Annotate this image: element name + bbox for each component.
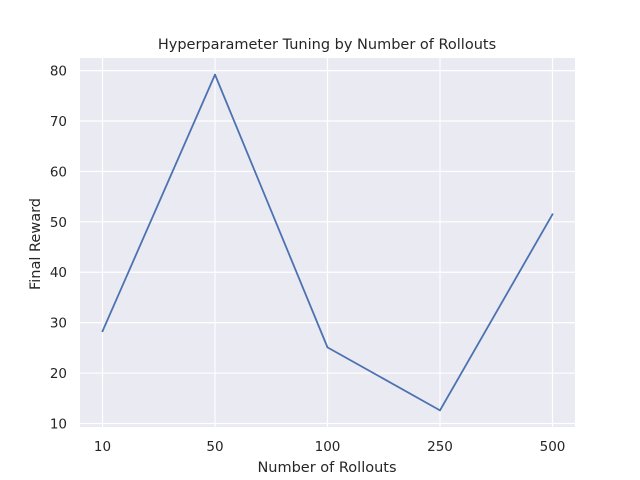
data-point: [439, 409, 441, 412]
data-point: [326, 346, 329, 349]
chart-title: Hyperparameter Tuning by Number of Rollo…: [158, 37, 496, 53]
y-tick-label: 40: [50, 265, 67, 281]
y-axis-label: Final Reward: [28, 198, 44, 290]
x-axis-label: Number of Rollouts: [257, 460, 396, 476]
y-tick-label: 20: [50, 366, 67, 382]
x-tick-label: 250: [427, 439, 453, 455]
x-tick-labels: 10 50 100 250 500: [94, 439, 565, 455]
x-gridlines: [101, 58, 554, 427]
x-tick-label: 500: [540, 439, 566, 455]
series-layer: [101, 73, 554, 412]
y-tick-label: 80: [50, 64, 67, 80]
x-tick-label: 50: [206, 439, 223, 455]
y-tick-label: 60: [50, 164, 67, 180]
y-tick-label: 50: [50, 215, 67, 231]
y-tick-label: 70: [50, 114, 67, 130]
x-tick-label: 10: [94, 439, 111, 455]
y-tick-labels: 10 20 30 40 50 60 70 80: [50, 64, 67, 433]
data-point: [214, 73, 216, 76]
y-tick-label: 30: [50, 316, 67, 332]
data-point: [551, 213, 554, 216]
data-point: [101, 330, 104, 333]
y-tick-label: 10: [50, 416, 67, 432]
x-tick-label: 100: [315, 439, 341, 455]
